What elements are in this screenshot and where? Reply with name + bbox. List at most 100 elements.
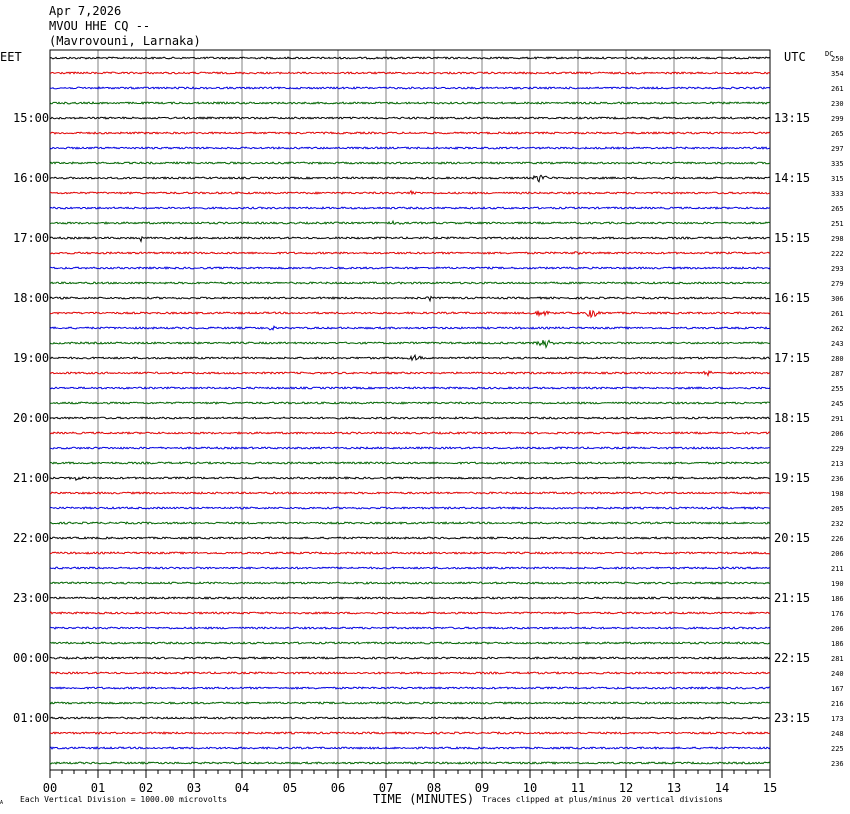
left-hour-label: 19:00 — [13, 351, 49, 365]
dc-offset-label: 206 — [831, 625, 844, 633]
seismic-trace — [49, 761, 771, 765]
seismic-trace — [49, 641, 771, 645]
seismic-trace — [49, 701, 771, 705]
dc-offset-label: 293 — [831, 265, 844, 273]
seismic-trace — [49, 219, 771, 226]
seismic-trace — [49, 476, 771, 482]
dc-offset-label: 222 — [831, 250, 844, 258]
x-tick-label: 05 — [283, 781, 297, 795]
seismic-trace — [49, 596, 771, 600]
seismic-trace — [49, 521, 771, 525]
left-hour-label: 15:00 — [13, 111, 49, 125]
seismic-trace — [49, 611, 771, 615]
seismic-trace — [49, 251, 771, 256]
seismic-trace — [49, 581, 771, 585]
x-tick-label: 00 — [43, 781, 57, 795]
dc-offset-label: 216 — [831, 700, 844, 708]
x-tick-label: 13 — [667, 781, 681, 795]
header-station: MVOU HHE CQ -- — [49, 19, 151, 33]
left-timezone-label: EET — [0, 50, 22, 64]
seismic-trace — [49, 416, 771, 420]
right-hour-label: 13:15 — [774, 111, 810, 125]
dc-offset-label: 279 — [831, 280, 844, 288]
right-hour-label: 14:15 — [774, 171, 810, 185]
x-tick-label: 06 — [331, 781, 345, 795]
seismic-trace — [49, 491, 771, 495]
seismic-trace — [49, 325, 771, 331]
trace-group — [49, 56, 771, 765]
dc-offset-label: 297 — [831, 145, 844, 153]
dc-offset-label: 229 — [831, 445, 844, 453]
seismic-trace — [49, 386, 771, 390]
x-tick-label: 04 — [235, 781, 249, 795]
header-location: (Mavrovouni, Larnaka) — [49, 34, 201, 48]
left-hour-label: 01:00 — [13, 711, 49, 725]
dc-offset-label: 198 — [831, 490, 844, 498]
dc-offset-label: 281 — [831, 655, 844, 663]
dc-offset-label: 265 — [831, 205, 844, 213]
dc-offset-label: 167 — [831, 685, 844, 693]
seismic-trace — [49, 131, 771, 135]
x-tick-label: 15 — [763, 781, 777, 795]
x-axis: 00 01 02 03 04 05 06 07 08 09 10 11 12 13 14 15 — [43, 769, 777, 795]
seismic-trace — [49, 536, 771, 540]
x-axis-title: TIME (MINUTES) — [373, 792, 474, 806]
seismic-trace — [49, 716, 771, 720]
seismic-trace — [49, 189, 771, 196]
left-hour-label: 18:00 — [13, 291, 49, 305]
dc-offset-label: 205 — [831, 505, 844, 513]
dc-offset-label: 226 — [831, 535, 844, 543]
seismic-trace — [49, 461, 771, 465]
right-hour-label: 22:15 — [774, 651, 810, 665]
seismic-trace — [49, 146, 771, 150]
right-hour-label: 18:15 — [774, 411, 810, 425]
x-tick-label: 02 — [139, 781, 153, 795]
dc-offset-label: 186 — [831, 640, 844, 648]
right-hour-label: 23:15 — [774, 711, 810, 725]
dc-offset-label: 245 — [831, 400, 844, 408]
seismic-trace — [49, 369, 771, 378]
x-tick-label: 10 — [523, 781, 537, 795]
dc-offset-label: 298 — [831, 235, 844, 243]
x-tick-label: 12 — [619, 781, 633, 795]
left-hour-label: 00:00 — [13, 651, 49, 665]
corner-mark: A — [0, 800, 3, 806]
seismic-trace — [49, 281, 771, 285]
seismic-trace — [49, 174, 771, 183]
seismic-trace — [49, 656, 771, 660]
seismic-trace — [49, 116, 771, 120]
right-hour-label: 21:15 — [774, 591, 810, 605]
dc-offset-label: 299 — [831, 115, 844, 123]
dc-offset-label: 190 — [831, 580, 844, 588]
right-hour-label: 16:15 — [774, 291, 810, 305]
dc-offset-label: 265 — [831, 130, 844, 138]
seismic-trace — [49, 353, 771, 362]
dc-offset-label: 262 — [831, 325, 844, 333]
seismic-trace — [49, 506, 771, 510]
x-tick-label: 14 — [715, 781, 729, 795]
x-tick-label: 01 — [91, 781, 105, 795]
seismic-trace — [49, 235, 771, 244]
seismic-trace — [49, 206, 771, 210]
dc-offset-label: 236 — [831, 475, 844, 483]
seismic-trace — [49, 56, 771, 60]
left-hour-label: 22:00 — [13, 531, 49, 545]
seismic-trace — [49, 551, 771, 555]
dc-offset-label: 261 — [831, 310, 844, 318]
left-hour-label: 17:00 — [13, 231, 49, 245]
dc-offset-label: 335 — [831, 160, 844, 168]
dc-offset-label: 225 — [831, 745, 844, 753]
right-timezone-label: UTC — [784, 50, 806, 64]
dc-offset-label: 243 — [831, 340, 844, 348]
dc-offset-label: 287 — [831, 370, 844, 378]
seismic-trace — [49, 431, 771, 435]
left-hour-label: 21:00 — [13, 471, 49, 485]
dc-offset-label: 291 — [831, 415, 844, 423]
x-tick-label: 11 — [571, 781, 585, 795]
right-hour-label: 17:15 — [774, 351, 810, 365]
dc-offset-label: 250 — [831, 55, 844, 63]
dc-offset-label: 248 — [831, 730, 844, 738]
dc-offset-label: 315 — [831, 175, 844, 183]
plot-frame — [49, 49, 771, 771]
